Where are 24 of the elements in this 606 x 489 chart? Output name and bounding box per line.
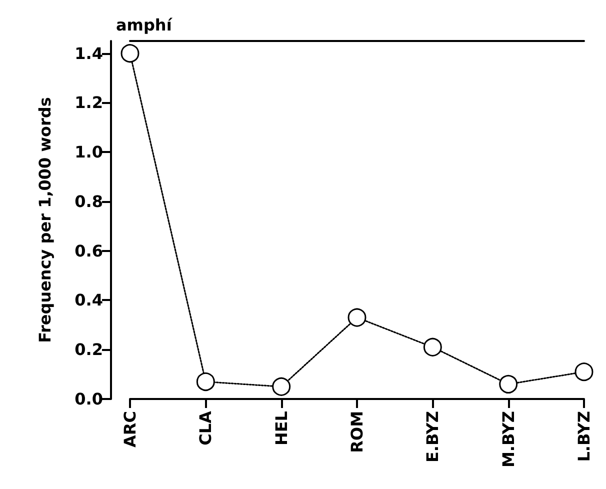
y-tick-label: 1.0 <box>74 142 103 162</box>
x-tick-label: CLA <box>196 410 216 446</box>
y-tick-label: 1.2 <box>74 93 103 112</box>
x-tick-label: ARC <box>120 411 140 448</box>
y-tick-label: 0.6 <box>74 241 103 260</box>
x-tick-label: E.BYZ <box>423 411 442 463</box>
x-tick-label: ROM <box>348 411 366 453</box>
y-axis-title: Frequency per 1,000 words <box>36 97 54 343</box>
y-tick-label: 0.2 <box>74 340 103 360</box>
x-tick-label: L.BYZ <box>574 411 594 462</box>
chart-title: amphí <box>116 16 174 34</box>
point <box>272 377 291 396</box>
y-tick-label: 0.4 <box>74 290 103 310</box>
point <box>120 44 140 63</box>
point <box>423 338 442 356</box>
point <box>348 308 366 327</box>
point <box>196 372 215 391</box>
y-tick-label: 0.8 <box>74 192 103 211</box>
y-tick-label: 1.4 <box>74 44 103 63</box>
point <box>574 362 594 382</box>
x-tick-label: HEL <box>272 411 291 446</box>
point <box>499 374 518 394</box>
x-tick-label: M.BYZ <box>498 411 518 468</box>
y-tick-label: 0.0 <box>74 390 103 408</box>
